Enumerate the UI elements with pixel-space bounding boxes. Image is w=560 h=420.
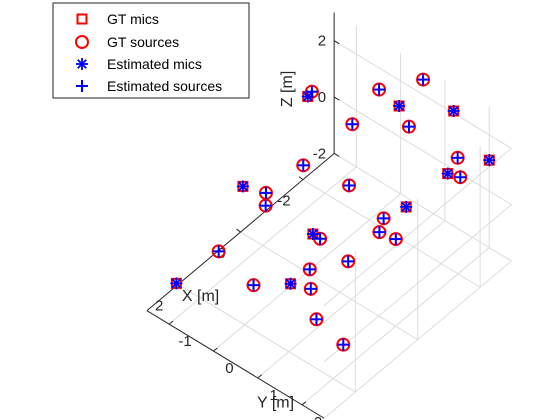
z-tick-mark [333, 40, 340, 45]
grid-line-z [333, 96, 512, 206]
series-estimated-sources [212, 73, 467, 351]
data-point [389, 233, 402, 246]
data-point [236, 180, 249, 193]
data-point [373, 83, 386, 96]
data-point [247, 279, 260, 292]
z-tick-mark [333, 96, 340, 101]
y-tick-label: 0 [225, 360, 233, 377]
grid-line-y [301, 247, 490, 406]
y-tick-mark [257, 374, 263, 379]
grid-line-y [213, 193, 401, 352]
z-tick-label: -2 [313, 145, 326, 162]
legend-symbol [76, 58, 88, 70]
legend-symbol [76, 80, 88, 92]
legend-marker-estimated-mics [76, 58, 88, 70]
z-tick-label: 2 [318, 33, 326, 50]
y-tick-mark [168, 320, 174, 325]
grid-line-z [323, 147, 512, 306]
data-point [304, 282, 317, 295]
y-tick-label: 1 [270, 387, 278, 404]
data-point [447, 104, 460, 117]
legend-marker-estimated-sources [76, 80, 88, 92]
grid-line-x [240, 231, 419, 341]
data-point [284, 277, 297, 290]
data-point [451, 151, 464, 164]
y-tick-label: 2 [314, 414, 322, 420]
legend-marker-gt-mics [76, 13, 88, 25]
data-point [417, 73, 430, 86]
data-point [402, 120, 415, 133]
data-point [259, 186, 272, 199]
y-axis-line [146, 310, 325, 419]
data-point [305, 85, 318, 98]
y-tick-label: -1 [178, 333, 191, 350]
data-point [373, 226, 386, 239]
data-point [297, 159, 310, 172]
data-point [441, 167, 454, 180]
grid-line-x [177, 284, 356, 393]
grid-line-y [168, 166, 357, 325]
data-point [343, 179, 356, 192]
data-point [212, 245, 225, 258]
x-axis-label: X [m] [182, 288, 219, 305]
grid-line-z [323, 204, 512, 363]
y-tick-mark [301, 401, 307, 406]
grid-line-z [323, 260, 512, 419]
data-point [393, 99, 406, 112]
legend-label-gt-sources: GT sources [107, 34, 179, 50]
data-point [314, 232, 327, 245]
x-tick-label: 0 [217, 245, 225, 262]
data-markers [170, 72, 496, 352]
legend-symbol [75, 35, 89, 49]
grid-line-z [333, 153, 512, 262]
data-point [337, 338, 350, 351]
legend-marker-gt-sources [75, 35, 89, 49]
legend-symbol [76, 13, 88, 25]
x-tick-label: 2 [155, 297, 163, 314]
grid-line-z [333, 40, 512, 149]
y-tick-mark [213, 347, 218, 352]
data-point [259, 199, 272, 212]
data-point [310, 313, 323, 326]
legend: GT mics GT sources Estimated mics Estima… [52, 2, 250, 99]
axis-labels: X [m] Y [m] Z [m] [182, 71, 296, 412]
legend-label-estimated-mics: Estimated mics [107, 56, 202, 72]
grid-line-x [302, 179, 481, 288]
x-tick-mark [236, 228, 241, 233]
series-estimated-mics [170, 90, 496, 290]
z-axis-label: Z [m] [279, 71, 296, 107]
data-point [342, 255, 355, 268]
data-point [170, 277, 183, 290]
data-point [377, 212, 390, 225]
data-point [346, 118, 359, 131]
legend-label-gt-mics: GT mics [107, 11, 159, 27]
grid-line-y [257, 220, 446, 379]
data-point [306, 228, 319, 241]
grid [168, 25, 512, 419]
x-tick-mark [298, 176, 304, 181]
data-point [483, 154, 496, 167]
z-tick-mark [333, 153, 340, 157]
tick-labels: -2 0 2 -1 0 1 2 -2 0 2 [155, 33, 340, 420]
data-point [400, 200, 413, 213]
data-point [454, 171, 467, 184]
z-tick-label: 0 [318, 89, 326, 106]
y-axis-label: Y [m] [257, 394, 294, 411]
x-tick-label: -2 [277, 193, 290, 210]
legend-label-estimated-sources: Estimated sources [107, 78, 222, 94]
data-point [303, 263, 316, 276]
